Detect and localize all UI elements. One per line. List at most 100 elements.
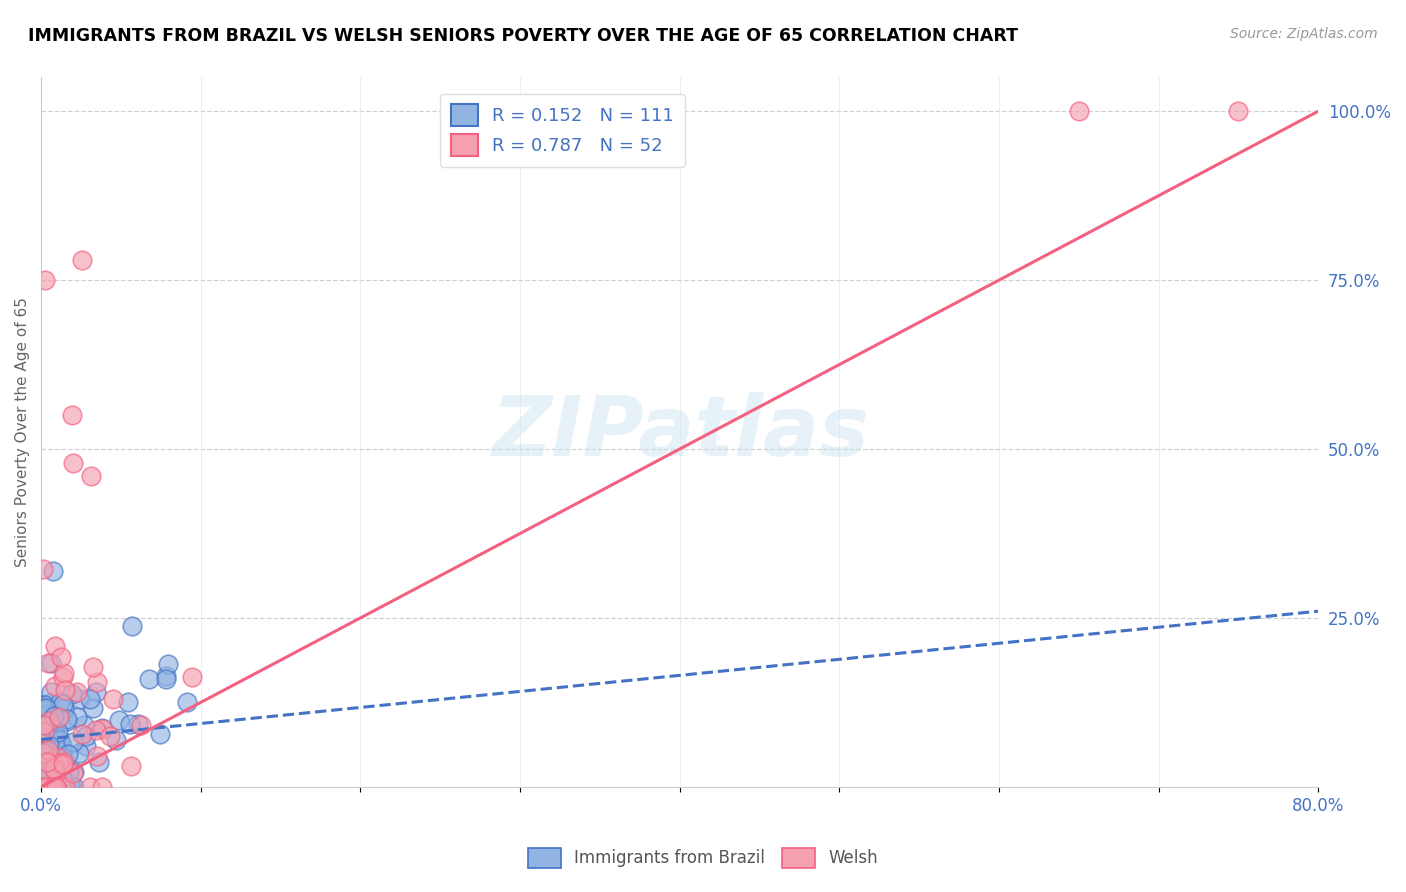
Point bbox=[45, 732, 67, 747]
Point bbox=[79, 780, 101, 794]
Point bbox=[148, 727, 170, 741]
Point bbox=[66, 710, 89, 724]
Point bbox=[31, 700, 53, 714]
Point bbox=[32, 780, 55, 794]
Point bbox=[39, 757, 62, 772]
Point bbox=[38, 738, 60, 752]
Point bbox=[49, 751, 72, 765]
Point bbox=[32, 739, 55, 754]
Point bbox=[45, 750, 67, 764]
Point bbox=[37, 727, 59, 741]
Point bbox=[32, 724, 55, 739]
Point bbox=[176, 694, 198, 708]
Point bbox=[35, 726, 58, 740]
Point bbox=[98, 730, 121, 744]
Point bbox=[31, 746, 53, 760]
Point bbox=[53, 780, 76, 794]
Point bbox=[35, 718, 58, 732]
Point bbox=[30, 725, 52, 739]
Point bbox=[127, 717, 149, 731]
Point bbox=[31, 698, 53, 713]
Point bbox=[72, 727, 94, 741]
Point bbox=[45, 752, 67, 766]
Point bbox=[39, 684, 62, 698]
Point bbox=[82, 660, 104, 674]
Point bbox=[34, 745, 56, 759]
Point bbox=[46, 725, 69, 739]
Point bbox=[32, 754, 55, 768]
Point bbox=[105, 732, 128, 747]
Point bbox=[39, 657, 62, 671]
Point bbox=[39, 747, 62, 762]
Point bbox=[103, 692, 125, 706]
Point bbox=[37, 743, 59, 757]
Point bbox=[91, 780, 114, 794]
Point bbox=[117, 695, 139, 709]
Point bbox=[87, 756, 110, 770]
Point bbox=[52, 697, 75, 711]
Point bbox=[35, 718, 58, 732]
Point bbox=[31, 780, 53, 794]
Point bbox=[31, 780, 53, 794]
Point bbox=[39, 711, 62, 725]
Point bbox=[86, 675, 108, 690]
Point bbox=[53, 682, 76, 697]
Point bbox=[155, 673, 177, 687]
Point bbox=[51, 739, 73, 753]
Point bbox=[32, 756, 55, 771]
Point bbox=[35, 729, 58, 743]
Text: Source: ZipAtlas.com: Source: ZipAtlas.com bbox=[1230, 27, 1378, 41]
Point bbox=[32, 698, 55, 712]
Point bbox=[49, 695, 72, 709]
Point bbox=[73, 718, 96, 732]
Point bbox=[65, 684, 87, 698]
Legend: R = 0.152   N = 111, R = 0.787   N = 52: R = 0.152 N = 111, R = 0.787 N = 52 bbox=[440, 94, 685, 167]
Point bbox=[59, 776, 82, 790]
Point bbox=[35, 755, 58, 769]
Point bbox=[120, 716, 142, 731]
Point bbox=[86, 685, 108, 699]
Point bbox=[38, 717, 60, 731]
Point bbox=[32, 774, 55, 789]
Point bbox=[35, 774, 58, 789]
Point bbox=[91, 722, 114, 736]
Point bbox=[35, 780, 58, 794]
Point bbox=[38, 714, 60, 728]
Point bbox=[58, 764, 80, 779]
Point bbox=[44, 679, 66, 693]
Point bbox=[34, 725, 56, 739]
Point bbox=[51, 771, 73, 785]
Point bbox=[69, 692, 91, 706]
Legend: Immigrants from Brazil, Welsh: Immigrants from Brazil, Welsh bbox=[522, 841, 884, 875]
Point bbox=[32, 562, 55, 576]
Point bbox=[31, 772, 53, 787]
Point bbox=[180, 670, 202, 684]
Point bbox=[42, 709, 65, 723]
Point bbox=[121, 619, 143, 633]
Point bbox=[32, 758, 55, 772]
Point bbox=[34, 774, 56, 789]
Point bbox=[31, 756, 53, 771]
Point bbox=[52, 702, 75, 716]
Point bbox=[42, 773, 65, 788]
Point bbox=[49, 649, 72, 664]
Point bbox=[35, 769, 58, 783]
Point bbox=[131, 718, 153, 732]
Point bbox=[42, 725, 65, 739]
Point bbox=[55, 712, 77, 726]
Point bbox=[51, 778, 73, 792]
Point bbox=[75, 739, 97, 753]
Point bbox=[44, 762, 66, 776]
Point bbox=[35, 701, 58, 715]
Point bbox=[51, 745, 73, 759]
Point bbox=[86, 748, 108, 763]
Point bbox=[42, 723, 65, 738]
Point bbox=[49, 772, 72, 786]
Point bbox=[48, 709, 70, 723]
Point bbox=[67, 746, 90, 760]
Point bbox=[80, 469, 103, 483]
Point bbox=[32, 741, 55, 756]
Point bbox=[32, 718, 55, 732]
Point bbox=[42, 762, 65, 776]
Point bbox=[91, 722, 114, 736]
